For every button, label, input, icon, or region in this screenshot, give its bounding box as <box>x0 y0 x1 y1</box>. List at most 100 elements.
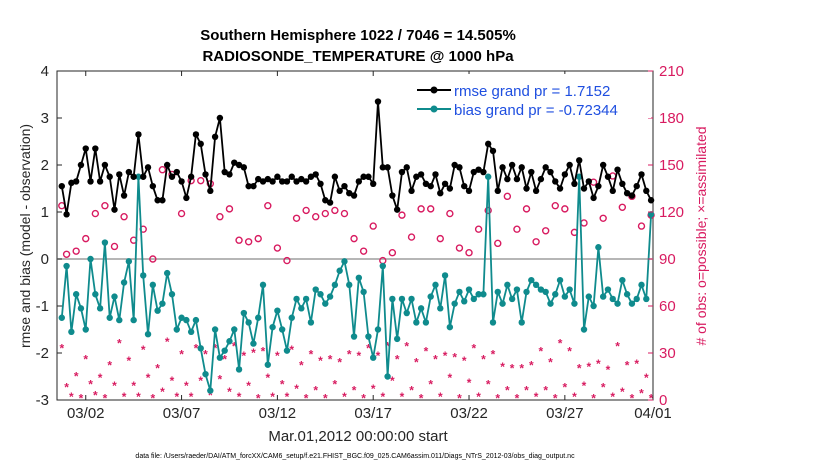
bias-point <box>623 291 631 298</box>
bias-point <box>350 333 358 340</box>
obs-assimilated-marker: * <box>481 352 486 366</box>
bias-point <box>571 300 578 307</box>
obs-assimilated-marker: * <box>505 384 510 398</box>
rmse-point <box>125 168 133 176</box>
obs-assimilated-marker: * <box>601 380 606 394</box>
obs-assimilated-marker: * <box>404 340 409 354</box>
rmse-point <box>408 187 415 195</box>
bias-point <box>168 291 176 298</box>
bias-point <box>111 293 118 300</box>
bias-point <box>585 293 593 300</box>
rmse-point <box>168 173 176 180</box>
x-tick-label: 03/02 <box>67 405 105 422</box>
obs-possible-marker <box>637 222 646 230</box>
rmse-point <box>571 180 578 187</box>
bias-point <box>484 173 492 180</box>
x-axis-label: Mar.01,2012 00:00:00 start <box>268 428 448 445</box>
rmse-point <box>149 182 157 190</box>
rmse-point <box>269 178 276 185</box>
right-tick-label: 30 <box>659 345 676 362</box>
obs-assimilated-marker: * <box>304 391 309 405</box>
rmse-point <box>92 145 99 152</box>
rmse-point <box>398 168 406 176</box>
obs-assimilated-marker: * <box>376 349 381 363</box>
bias-point <box>633 295 640 303</box>
bias-point <box>360 288 367 296</box>
bias-point <box>163 269 171 277</box>
obs-possible-marker <box>551 202 559 210</box>
bias-point <box>317 291 324 298</box>
x-tick-label: 03/07 <box>163 405 201 422</box>
bias-point <box>58 314 65 321</box>
obs-possible-marker <box>350 234 358 243</box>
rmse-point <box>101 161 109 169</box>
obs-assimilated-marker: * <box>500 360 505 374</box>
obs-possible-marker <box>407 233 416 241</box>
obs-assimilated-marker: * <box>218 373 223 387</box>
bias-point <box>566 286 573 293</box>
bias-point <box>532 281 540 289</box>
legend-box <box>413 74 651 118</box>
bias-point <box>599 293 607 300</box>
bias-point <box>231 326 238 333</box>
bias-point <box>144 331 152 338</box>
rmse-point <box>484 140 492 148</box>
rmse-point <box>140 173 147 180</box>
obs-assimilated-marker: * <box>438 390 443 404</box>
rmse-point <box>393 206 401 213</box>
obs-possible-marker <box>101 202 109 210</box>
obs-assimilated-marker: * <box>615 340 620 354</box>
right-tick-label: 0 <box>659 392 667 409</box>
obs-assimilated-marker: * <box>93 388 98 402</box>
obs-possible-marker <box>503 192 512 201</box>
rmse-point <box>523 185 530 192</box>
bias-point <box>619 276 626 284</box>
bias-point <box>298 305 305 312</box>
bias-point <box>255 314 262 321</box>
rmse-point <box>638 171 645 178</box>
rmse-point <box>556 185 564 192</box>
rmse-point <box>461 182 468 190</box>
obs-assimilated-marker: * <box>198 374 203 388</box>
obs-possible-marker <box>484 206 492 215</box>
bias-point <box>154 307 161 314</box>
left-tick-label: 0 <box>41 251 49 268</box>
rmse-point <box>350 192 358 199</box>
rmse-point <box>317 180 324 187</box>
bias-point <box>389 295 396 303</box>
bias-point <box>274 307 281 314</box>
bias-point <box>341 258 348 265</box>
rmse-point <box>240 164 248 171</box>
obs-possible-marker <box>426 205 435 213</box>
left-tick-label: -3 <box>36 392 49 409</box>
bias-point <box>590 302 597 310</box>
rmse-point <box>346 190 353 197</box>
obs-assimilated-marker: * <box>380 390 385 404</box>
bias-point <box>604 286 612 293</box>
bias-point <box>159 300 166 307</box>
rmse-point <box>432 171 439 178</box>
rmse-point <box>547 168 554 176</box>
rmse-point <box>82 145 89 152</box>
obs-assimilated-marker: * <box>98 371 103 385</box>
rmse-point <box>221 168 228 176</box>
obs-possible-marker <box>446 209 454 218</box>
bias-point <box>197 345 204 352</box>
obs-possible-marker <box>455 244 464 252</box>
rmse-point <box>623 190 631 197</box>
obs-possible-marker <box>340 209 349 218</box>
rmse-point <box>513 175 521 183</box>
obs-possible-marker <box>197 176 205 185</box>
rmse-point <box>274 173 281 180</box>
rmse-point <box>183 194 190 202</box>
obs-assimilated-marker: * <box>491 348 496 362</box>
bias-point <box>302 295 310 303</box>
rmse-point <box>528 168 535 176</box>
bias-point <box>595 244 602 251</box>
bias-point <box>259 281 267 289</box>
obs-assimilated-marker: * <box>270 390 275 404</box>
bias-point <box>336 267 343 274</box>
rmse-point <box>63 211 70 218</box>
obs-assimilated-marker: * <box>361 391 366 405</box>
rmse-point <box>331 173 339 180</box>
